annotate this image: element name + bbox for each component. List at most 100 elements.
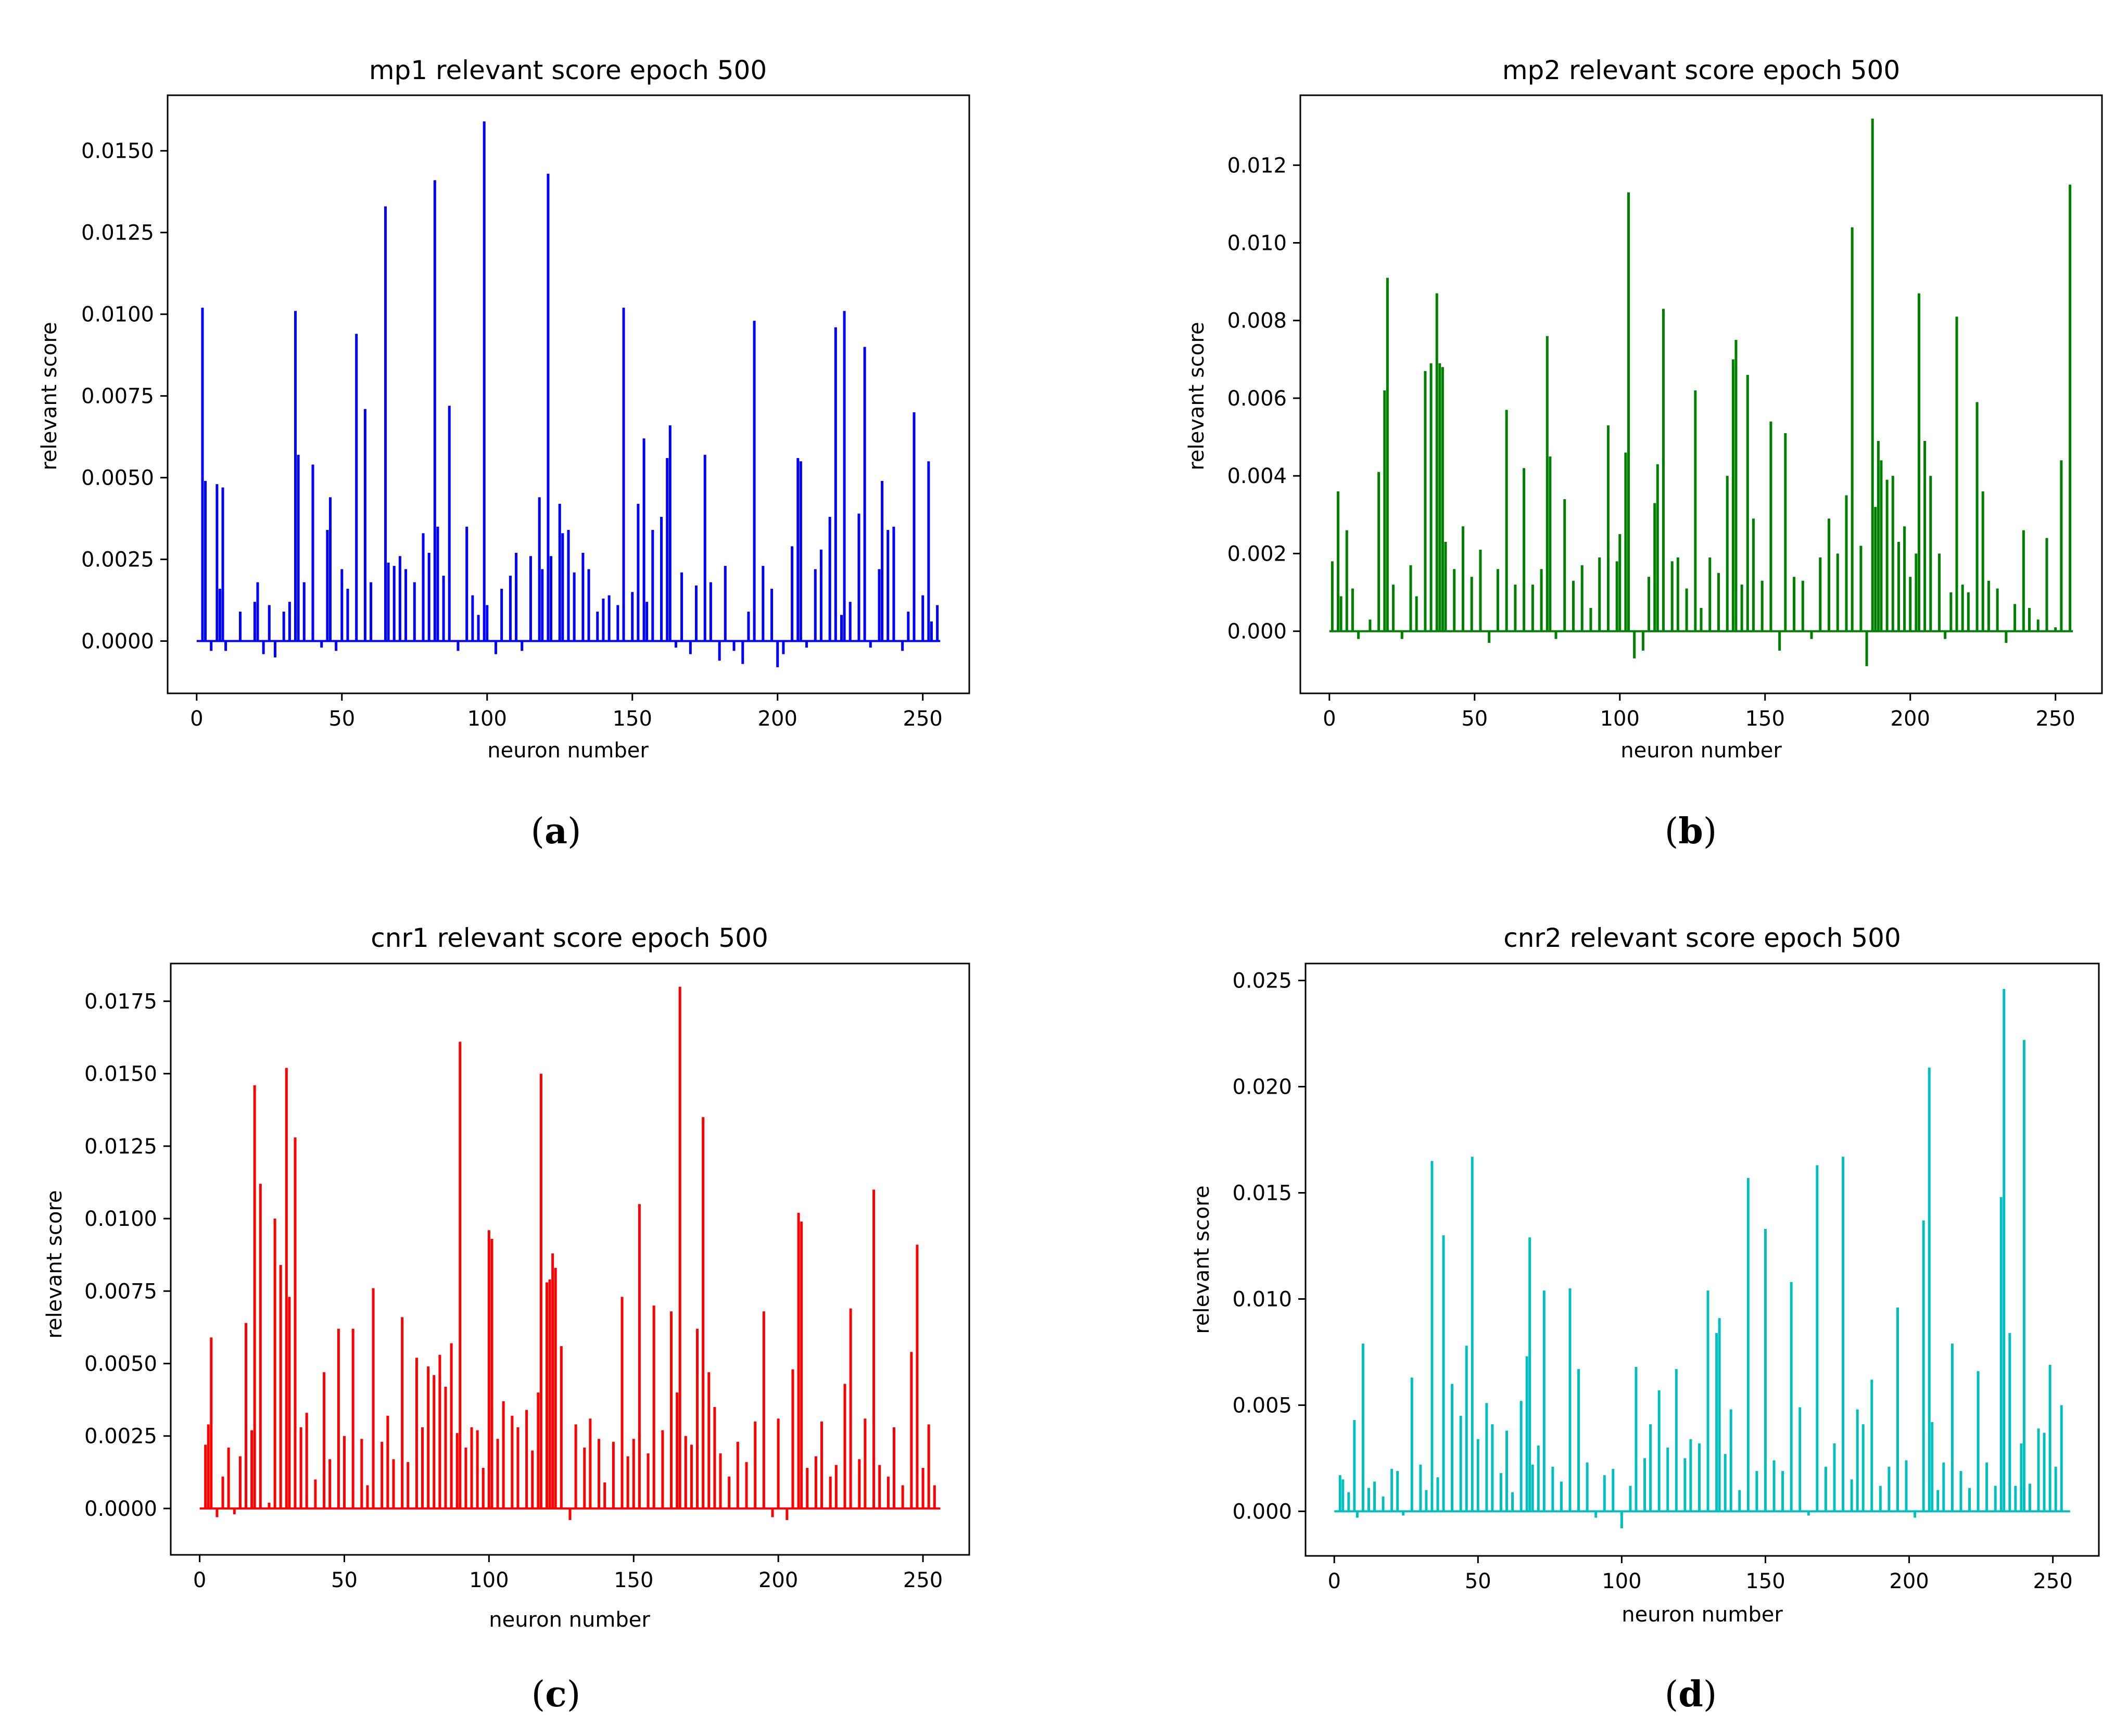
x-axis-label: neuron number [1622, 1603, 1783, 1627]
bar [538, 497, 541, 641]
bar [259, 1184, 262, 1509]
bar [1905, 1460, 1908, 1512]
bar [1624, 452, 1627, 631]
bar [1402, 1511, 1405, 1516]
bar [1909, 577, 1912, 631]
bar [392, 1459, 395, 1509]
y-tick-label: 0.0025 [84, 1425, 157, 1449]
bar [632, 1439, 635, 1509]
bar [351, 1328, 354, 1509]
bar [302, 582, 306, 641]
x-tick-label: 250 [2036, 707, 2075, 731]
y-axis-label: relevant score [37, 322, 61, 470]
y-tick-label: 0.0175 [84, 990, 157, 1013]
bar [1459, 1415, 1462, 1512]
bar [273, 1219, 276, 1509]
y-tick-label: 0.0125 [84, 1135, 157, 1159]
x-tick-label: 50 [331, 1568, 358, 1592]
bar [1465, 1346, 1468, 1512]
bar [1928, 1067, 1931, 1512]
y-tick-label: 0.0050 [81, 466, 154, 490]
bar [770, 589, 774, 641]
bar [1968, 1488, 1971, 1512]
bar [1331, 561, 1334, 631]
bar [1523, 468, 1526, 631]
bar [1740, 585, 1743, 631]
bar [1505, 1430, 1509, 1512]
bar [1870, 1379, 1873, 1512]
x-tick-label: 150 [613, 707, 652, 731]
bar [1657, 1390, 1661, 1512]
bar [470, 1427, 473, 1509]
bar [482, 1467, 485, 1509]
bar [1656, 464, 1659, 631]
bar [1915, 553, 1918, 631]
bar [465, 526, 468, 641]
bar [1429, 363, 1433, 631]
bar [1938, 553, 1941, 631]
bar [1511, 1492, 1514, 1512]
bar [616, 605, 619, 641]
y-tick-label: 0.0050 [84, 1352, 157, 1376]
bar [218, 589, 221, 641]
bar [433, 180, 436, 641]
bar [407, 1462, 410, 1509]
y-tick-label: 0.0100 [84, 1207, 157, 1231]
bar [1461, 526, 1464, 631]
bar [1618, 534, 1622, 631]
bar [1373, 1481, 1376, 1512]
bar [1746, 1177, 1750, 1512]
bar [2069, 184, 2072, 631]
bar [227, 1447, 230, 1509]
bar [305, 1413, 308, 1509]
bar [786, 1508, 789, 1520]
bar [1635, 1366, 1638, 1512]
bar [1361, 1344, 1364, 1512]
y-tick-label: 0.0075 [81, 385, 154, 409]
bar [311, 464, 314, 641]
bar [1987, 580, 1990, 631]
bar [1409, 565, 1412, 631]
y-tick-label: 0.0125 [81, 221, 154, 245]
bar [1528, 1237, 1531, 1512]
bar [892, 1427, 895, 1509]
bar [933, 1485, 936, 1509]
bar [587, 569, 590, 641]
bar [603, 1482, 606, 1509]
bar [1718, 1318, 1721, 1512]
bar [1760, 580, 1764, 631]
bar [1542, 1290, 1546, 1512]
bar [1496, 569, 1499, 631]
bar [1339, 596, 1342, 631]
bar [670, 1311, 673, 1509]
bar [598, 1439, 601, 1509]
x-tick-label: 150 [614, 1568, 653, 1592]
y-tick-label: 0.005 [1232, 1393, 1292, 1417]
bar [724, 566, 727, 641]
panel-caption: (a) [530, 810, 581, 852]
bar [834, 1465, 838, 1509]
bar [238, 612, 242, 641]
bar [1441, 367, 1444, 631]
bar [1627, 192, 1630, 631]
bar [848, 602, 852, 641]
bar [1499, 1473, 1502, 1512]
bar [930, 621, 933, 641]
y-tick-label: 0.0075 [84, 1279, 157, 1303]
bar [713, 1407, 716, 1509]
bar [684, 1436, 687, 1509]
bar [279, 1265, 282, 1509]
bar [1874, 506, 1877, 631]
bar [384, 206, 387, 641]
bar [1708, 557, 1712, 631]
bar [612, 1441, 615, 1509]
bar [2037, 1428, 2040, 1512]
bar [849, 1308, 852, 1509]
bar [1922, 1220, 1925, 1512]
bar [829, 1476, 832, 1509]
bar [707, 1372, 711, 1509]
bar [814, 569, 817, 641]
bar [901, 641, 904, 651]
bar [1615, 561, 1618, 631]
bar [797, 1212, 800, 1509]
